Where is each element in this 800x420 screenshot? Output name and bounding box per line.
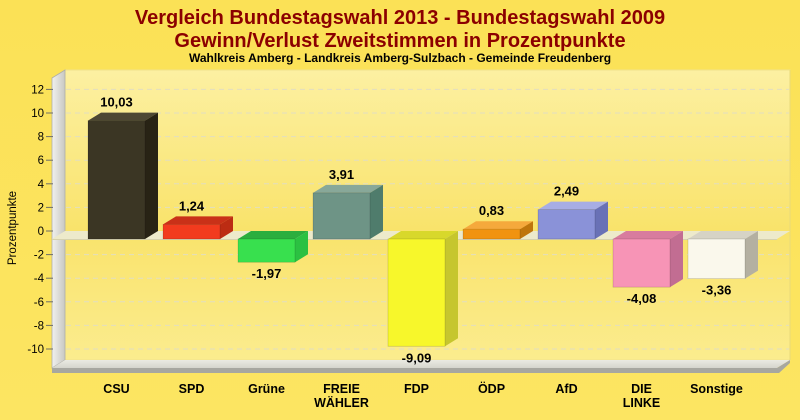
category-label-freie-waehler: WÄHLER: [314, 395, 369, 410]
y-tick-label: -4: [34, 273, 45, 285]
y-tick-label: 2: [38, 202, 44, 214]
bar-gruene: -1,97: [237, 231, 308, 281]
bar-face-top: [463, 221, 533, 230]
bar-face-front: [162, 224, 221, 240]
bar-face-side: [745, 231, 758, 279]
bar-face-side: [445, 231, 458, 347]
y-tick-label: -8: [34, 320, 44, 332]
category-label-afd: AfD: [555, 382, 577, 396]
bar-value-label: 3,91: [329, 167, 354, 182]
bar-value-label: 1,24: [179, 198, 205, 213]
bar-oedp: 0,83: [462, 203, 533, 240]
bar-face-front: [312, 192, 371, 240]
bar-face-front: [537, 209, 596, 240]
bar-face-top: [388, 231, 458, 239]
bar-value-label: 10,03: [100, 95, 133, 110]
category-label-gruene: Grüne: [248, 382, 285, 396]
bar-face-front: [462, 228, 521, 240]
y-tick-label: -10: [27, 344, 44, 356]
bar-fdp: -9,09: [387, 231, 458, 365]
y-tick-label: -6: [34, 297, 44, 309]
bar-sonstige: -3,36: [687, 231, 758, 298]
category-label-freie-waehler: FREIE: [323, 382, 360, 396]
bar-die-linke: -4,08: [612, 231, 683, 306]
category-label-fdp: FDP: [404, 382, 429, 396]
bar-face-front: [87, 120, 146, 240]
bar-face-top: [613, 231, 683, 239]
bar-value-label: -3,36: [702, 283, 732, 298]
category-label-die-linke: LINKE: [623, 396, 661, 410]
bar-face-front: [687, 238, 746, 279]
y-tick-label: -2: [34, 250, 44, 262]
bar-face-side: [595, 201, 608, 239]
bar-face-side: [370, 184, 383, 239]
bar-spd: 1,24: [162, 198, 233, 240]
bar-face-side: [670, 231, 683, 288]
bar-face-top: [238, 231, 308, 239]
bar-value-label: -4,08: [627, 291, 657, 306]
bar-face-front: [387, 238, 446, 347]
bar-face-top: [163, 216, 233, 225]
category-label-sonstige: Sonstige: [690, 382, 743, 396]
bar-face-top: [313, 184, 383, 193]
bar-value-label: -1,97: [252, 266, 282, 281]
bar-value-label: 0,83: [479, 203, 504, 218]
y-tick-label: 12: [31, 84, 44, 96]
y-tick-label: 10: [31, 108, 44, 120]
y-tick-label: 0: [38, 226, 44, 238]
bar-afd: 2,49: [537, 184, 608, 240]
bar-face-top: [688, 231, 758, 239]
panel-bottom-shadow: [52, 360, 790, 373]
bar-csu: 10,03: [87, 95, 158, 240]
category-label-csu: CSU: [103, 382, 129, 396]
bar-face-front: [237, 238, 296, 263]
chart-subtitle: Wahlkreis Amberg - Landkreis Amberg-Sulz…: [188, 51, 612, 65]
category-label-die-linke: DIE: [631, 382, 652, 396]
bar-face-side: [520, 221, 533, 239]
bar-value-label: 2,49: [554, 184, 579, 199]
category-label-oedp: ÖDP: [478, 381, 505, 396]
bar-face-side: [220, 216, 233, 239]
bar-freie-waehler: 3,91: [312, 167, 383, 240]
bar-value-label: -9,09: [402, 350, 432, 365]
chart-title-line1: Vergleich Bundestagswahl 2013 - Bundesta…: [134, 7, 666, 29]
y-tick-label: 8: [38, 132, 44, 144]
bar-face-side: [295, 231, 308, 263]
bar-face-front: [612, 238, 671, 288]
plot-left-wall: [51, 69, 66, 369]
chart-title-line2: Gewinn/Verlust Zweitstimmen in Prozentpu…: [174, 30, 626, 52]
category-label-spd: SPD: [179, 382, 205, 396]
bar-face-top: [538, 201, 608, 210]
y-tick-label: 4: [38, 179, 45, 191]
plot-floor: [52, 360, 790, 368]
y-tick-label: 6: [38, 155, 44, 167]
bar-face-top: [88, 112, 158, 121]
bar-face-side: [145, 112, 158, 239]
y-axis-title: Prozentpunkte: [7, 191, 19, 265]
